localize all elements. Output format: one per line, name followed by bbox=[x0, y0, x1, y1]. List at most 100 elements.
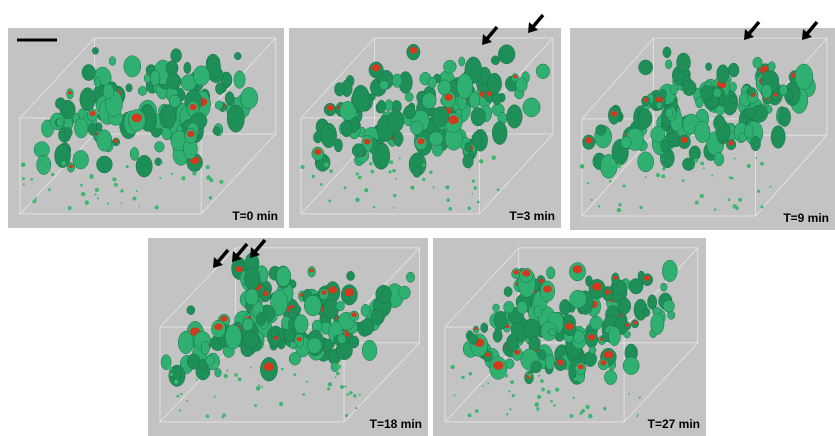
cell-blob bbox=[647, 294, 658, 310]
cell-blob bbox=[503, 301, 515, 314]
cell-blob bbox=[779, 84, 788, 97]
cell-blob bbox=[515, 77, 528, 93]
red-spot bbox=[328, 286, 338, 294]
cell-blob bbox=[604, 369, 618, 385]
red-spot bbox=[577, 364, 584, 370]
speck bbox=[67, 206, 72, 210]
arrow-head bbox=[232, 251, 242, 262]
cell-blob bbox=[669, 84, 678, 95]
speck bbox=[468, 371, 473, 376]
speck bbox=[496, 188, 500, 192]
speck bbox=[638, 396, 641, 399]
speck bbox=[393, 193, 397, 198]
red-spot bbox=[643, 97, 649, 102]
cell-blob bbox=[149, 70, 161, 86]
speck bbox=[588, 413, 593, 419]
speck bbox=[579, 412, 583, 416]
cell-blob bbox=[660, 139, 671, 154]
cell-blob bbox=[643, 307, 651, 317]
cell-blob bbox=[270, 329, 279, 338]
rendering-panel: T=27 min bbox=[433, 238, 706, 436]
cell-blob bbox=[340, 119, 353, 138]
arrow-shaft bbox=[484, 25, 499, 42]
cell-blob bbox=[360, 304, 371, 317]
volume-render bbox=[159, 247, 421, 423]
red-spot bbox=[363, 138, 371, 145]
red-spot bbox=[444, 93, 453, 101]
speck bbox=[372, 205, 376, 209]
cell-blob bbox=[528, 335, 541, 351]
speck bbox=[528, 373, 532, 377]
cell-blob bbox=[462, 154, 474, 169]
speck bbox=[550, 399, 553, 403]
speck bbox=[94, 188, 99, 193]
cell-blob bbox=[535, 63, 551, 79]
red-spot bbox=[326, 104, 334, 111]
speck bbox=[346, 393, 350, 396]
speck bbox=[32, 199, 37, 204]
cell-blob bbox=[294, 304, 302, 315]
arrow-shaft bbox=[746, 20, 761, 37]
speck bbox=[616, 207, 622, 213]
cell-blob bbox=[198, 358, 207, 369]
speck bbox=[636, 415, 638, 418]
red-spot bbox=[728, 140, 735, 146]
speck bbox=[655, 173, 661, 178]
cell-blob bbox=[166, 72, 182, 90]
speck bbox=[597, 205, 601, 208]
cell-blob bbox=[200, 341, 210, 356]
arrow-head bbox=[528, 22, 538, 33]
speck bbox=[482, 384, 484, 387]
speck bbox=[755, 156, 758, 159]
red-spot bbox=[625, 323, 630, 327]
cell-blob bbox=[778, 107, 791, 127]
speck bbox=[760, 205, 764, 209]
speck bbox=[311, 174, 315, 178]
speck bbox=[138, 205, 141, 208]
cell-blob bbox=[760, 83, 773, 99]
cell-blob bbox=[398, 285, 411, 300]
cell-blob bbox=[346, 271, 355, 281]
box-edge bbox=[159, 247, 236, 328]
cell-blob bbox=[91, 47, 99, 55]
cell-blob bbox=[377, 99, 387, 114]
cell-blob bbox=[431, 106, 449, 128]
speck bbox=[487, 382, 490, 385]
rendering-panel: T=3 min bbox=[289, 28, 561, 228]
red-spot bbox=[186, 130, 195, 138]
red-spot bbox=[89, 110, 96, 117]
cell-blob bbox=[665, 59, 673, 70]
cell-blob bbox=[428, 131, 444, 146]
cell-blob bbox=[79, 87, 96, 112]
speck bbox=[324, 162, 329, 167]
speck bbox=[611, 160, 615, 165]
speck bbox=[637, 413, 639, 416]
cell-blob bbox=[288, 352, 301, 366]
red-spot bbox=[320, 290, 327, 295]
cell-blob bbox=[404, 92, 414, 102]
cell-blob bbox=[421, 92, 437, 109]
cell-blob bbox=[102, 83, 115, 100]
speck bbox=[205, 165, 210, 170]
rendering-panel: T=18 min bbox=[148, 238, 428, 436]
speck bbox=[450, 364, 455, 370]
cell-blob bbox=[650, 313, 665, 335]
speck bbox=[504, 373, 509, 378]
speck bbox=[540, 379, 544, 383]
cell-blob bbox=[212, 126, 221, 136]
cell-blob bbox=[713, 152, 725, 167]
speck bbox=[20, 162, 26, 167]
cell-blob bbox=[456, 73, 474, 99]
time-label: T=0 min bbox=[232, 209, 278, 223]
speck bbox=[305, 380, 309, 383]
box-edge bbox=[300, 37, 375, 119]
speck bbox=[186, 400, 189, 402]
speck bbox=[573, 377, 577, 381]
cell-blob bbox=[729, 81, 737, 92]
speck bbox=[569, 414, 574, 418]
cell-blob bbox=[393, 131, 404, 146]
speck bbox=[206, 175, 211, 180]
speck bbox=[89, 174, 94, 179]
speck bbox=[389, 160, 394, 165]
